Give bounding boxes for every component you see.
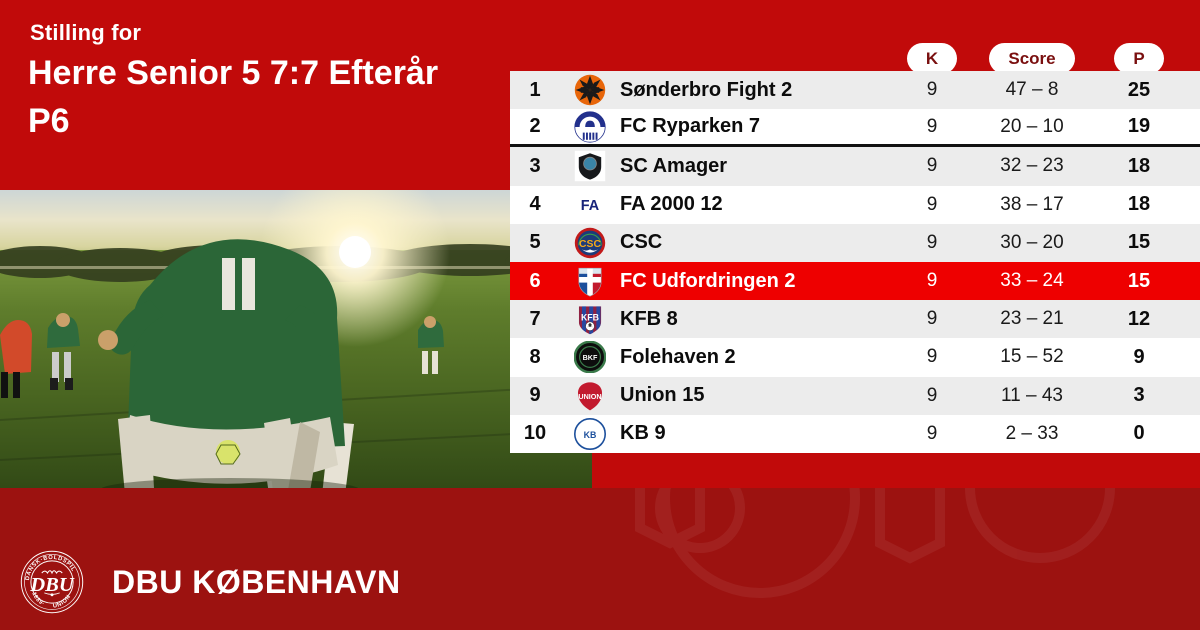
- svg-text:UNION: UNION: [578, 392, 601, 401]
- svg-text:KFB: KFB: [581, 313, 599, 323]
- svg-text:DBU: DBU: [29, 574, 74, 596]
- svg-text:FA: FA: [581, 197, 600, 213]
- svg-text:BKF: BKF: [583, 354, 598, 363]
- svg-text:CSC: CSC: [579, 239, 601, 250]
- svg-text:KB: KB: [584, 430, 597, 440]
